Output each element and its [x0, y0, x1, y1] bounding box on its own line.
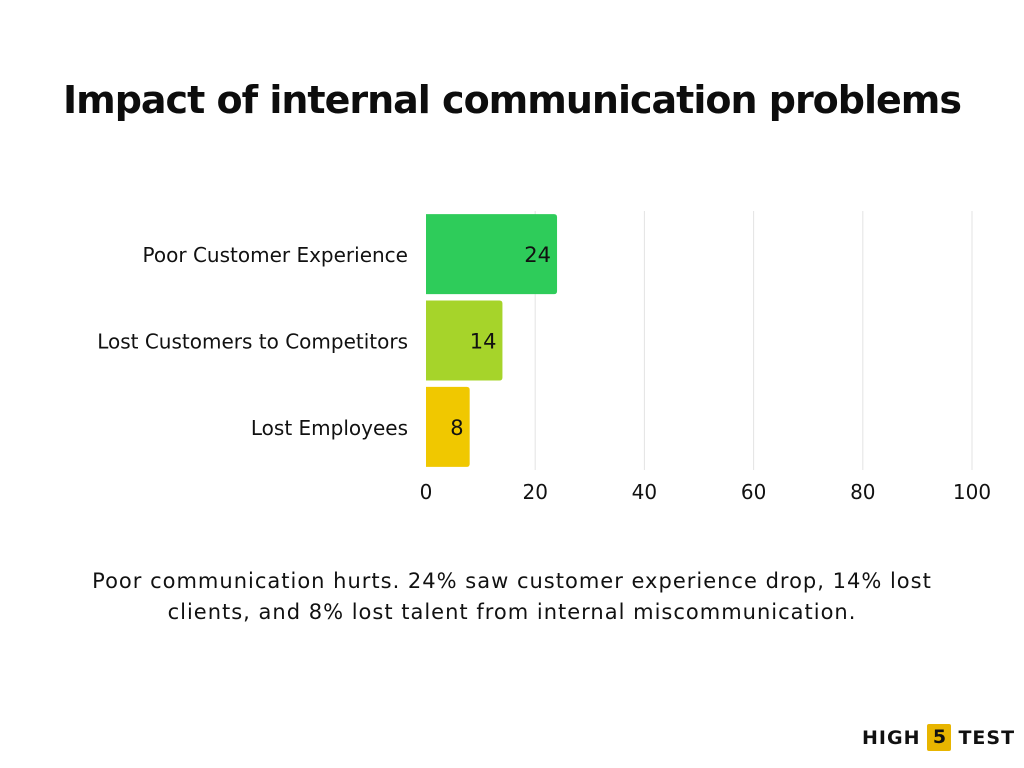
- x-tick-label: 20: [522, 480, 547, 504]
- category-labels: Poor Customer Experience Lost Customers t…: [97, 243, 408, 440]
- x-tick-label: 40: [632, 480, 657, 504]
- bar-poor-customer-experience: [426, 214, 558, 295]
- brand-logo: HIGH 5 TEST: [862, 724, 1015, 751]
- bar-value-label: 8: [450, 416, 463, 440]
- x-axis-ticks: 0 20 40 60 80 100: [420, 480, 991, 504]
- x-tick-label: 80: [850, 480, 875, 504]
- bar-value-label: 14: [470, 330, 497, 354]
- bar-lost-employees: [426, 386, 470, 467]
- bar-chart: 24 14 8 Poor Customer Experience Lost Custo…: [97, 211, 991, 504]
- bar-value-label: 24: [524, 243, 551, 267]
- category-label: Poor Customer Experience: [143, 243, 408, 267]
- category-label: Lost Customers to Competitors: [97, 330, 408, 354]
- grid-lines: [534, 211, 973, 470]
- x-tick-label: 100: [953, 480, 991, 504]
- logo-text-left: HIGH: [862, 726, 921, 749]
- chart-caption: Poor communication hurts. 24% saw custom…: [92, 569, 932, 624]
- chart-title: Impact of internal communication problem…: [62, 78, 962, 122]
- bar-value-labels: 24 14 8: [450, 243, 551, 440]
- category-label: Lost Employees: [251, 416, 408, 440]
- logo-number-badge: 5: [927, 724, 952, 751]
- x-tick-label: 60: [741, 480, 766, 504]
- x-tick-label: 0: [420, 480, 433, 504]
- bars: [426, 214, 558, 467]
- bar-lost-customers-to-competitors: [426, 300, 503, 381]
- logo-text-right: TEST: [958, 726, 1016, 749]
